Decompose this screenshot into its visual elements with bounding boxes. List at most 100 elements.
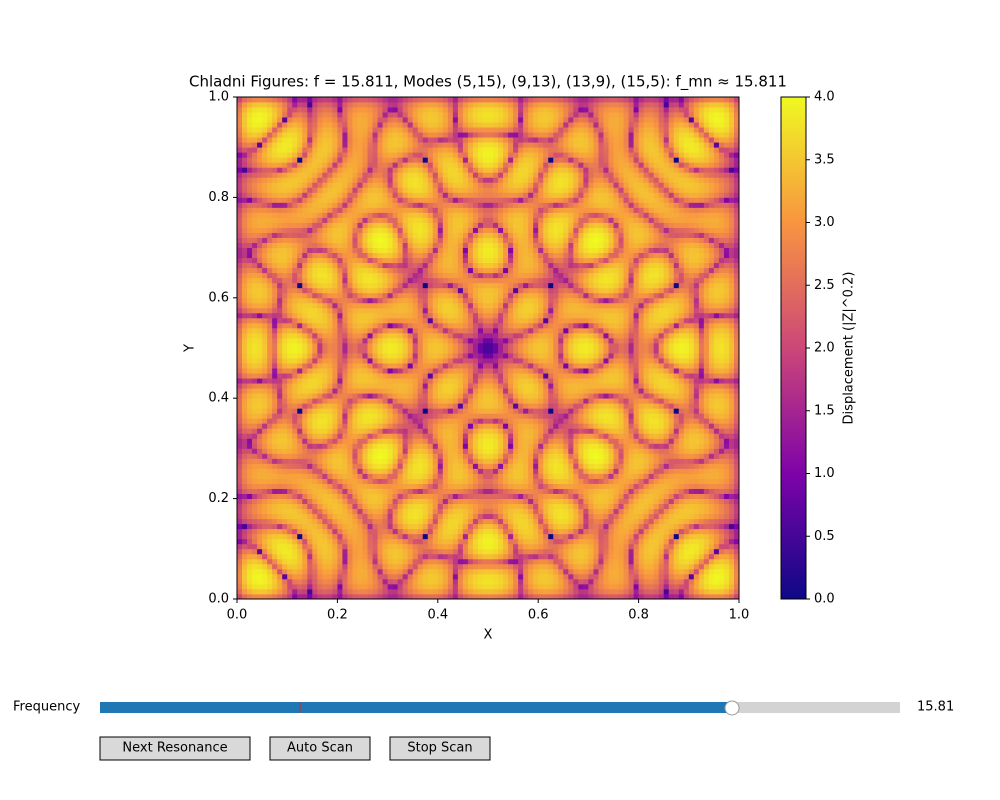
heatmap-cell (287, 563, 293, 570)
heatmap-cell (262, 378, 268, 384)
heatmap-cell (643, 583, 650, 590)
heatmap-cell (568, 498, 574, 505)
heatmap-cell (608, 443, 614, 449)
heatmap-cell (307, 443, 313, 449)
heatmap-cell (417, 568, 424, 575)
heatmap-cell (397, 443, 404, 449)
heatmap-cell (663, 573, 670, 580)
heatmap-cell (392, 358, 399, 364)
heatmap-cell (462, 593, 469, 600)
heatmap-cell (352, 418, 358, 424)
heatmap-cell (247, 538, 253, 545)
heatmap-cell (583, 398, 589, 404)
heatmap-cell (513, 503, 519, 510)
heatmap-cell (683, 588, 690, 595)
heatmap-cell (583, 413, 589, 419)
heatmap-cell (633, 388, 639, 394)
heatmap-cell (588, 368, 594, 374)
heatmap-cell (718, 493, 725, 499)
heatmap-cell (703, 448, 710, 454)
heatmap-cell (713, 378, 720, 384)
heatmap-cell (312, 383, 318, 389)
heatmap-cell (337, 538, 343, 545)
heatmap-cell (287, 573, 293, 580)
heatmap-cell (533, 383, 539, 389)
heatmap-cell (583, 533, 589, 540)
heatmap-cell (663, 563, 670, 570)
heatmap-cell (332, 358, 338, 364)
heatmap-cell (613, 358, 619, 364)
heatmap-cell (377, 428, 383, 434)
heatmap-cell (548, 358, 554, 364)
heatmap-cell (372, 583, 378, 590)
heatmap-cell (643, 498, 650, 505)
heatmap-cell (367, 568, 373, 575)
heatmap-cell (427, 583, 434, 590)
heatmap-cell (628, 558, 634, 565)
heatmap-cell (242, 563, 248, 570)
heatmap-cell (337, 428, 343, 434)
heatmap-cell (668, 583, 675, 590)
heatmap-cell (558, 363, 564, 369)
heatmap-cell (548, 488, 554, 494)
heatmap-cell (277, 498, 283, 505)
heatmap-cell (703, 388, 710, 394)
heatmap-cell (648, 383, 655, 389)
heatmap-cell (432, 588, 439, 595)
heatmap-cell (482, 358, 489, 364)
heatmap-cell (422, 498, 429, 505)
heatmap-cell (723, 553, 730, 560)
heatmap-cell (362, 443, 368, 449)
heatmap-cell (312, 348, 318, 354)
heatmap-cell (367, 593, 373, 600)
heatmap-cell (543, 513, 549, 520)
heatmap-cell (723, 378, 730, 384)
heatmap-cell (377, 588, 383, 595)
heatmap-cell (347, 348, 353, 354)
heatmap-cell (282, 393, 288, 399)
heatmap-cell (427, 578, 434, 585)
heatmap-cell (237, 498, 243, 505)
heatmap-cell (307, 403, 313, 409)
heatmap-cell (668, 573, 675, 580)
heatmap-cell (277, 533, 283, 540)
heatmap-cell (282, 578, 288, 585)
heatmap-cell (578, 583, 584, 590)
heatmap-cell (548, 438, 554, 444)
heatmap-cell (523, 523, 529, 530)
heatmap-cell (467, 483, 474, 489)
heatmap-cell (332, 593, 338, 600)
heatmap-cell (643, 578, 650, 585)
heatmap-cell (307, 438, 313, 444)
heatmap-cell (608, 368, 614, 374)
heatmap-cell (533, 408, 539, 414)
heatmap-cell (397, 548, 404, 555)
heatmap-cell (718, 513, 725, 520)
heatmap-cell (252, 378, 258, 384)
heatmap-cell (568, 493, 574, 499)
heatmap-cell (513, 563, 519, 570)
heatmap-cell (553, 423, 559, 429)
heatmap-cell (583, 508, 589, 515)
heatmap-cell (327, 373, 333, 379)
heatmap-cell (613, 453, 619, 459)
heatmap-cell (508, 453, 514, 459)
heatmap-cell (643, 413, 650, 419)
heatmap-cell (237, 548, 243, 555)
heatmap-cell (578, 348, 584, 354)
heatmap-cell (262, 548, 268, 555)
heatmap-cell (417, 353, 424, 359)
heatmap-cell (272, 518, 278, 525)
heatmap-cell (508, 458, 514, 464)
heatmap-cell (623, 403, 629, 409)
heatmap-cell (352, 593, 358, 600)
heatmap-cell (307, 508, 313, 515)
heatmap-cell (708, 558, 715, 565)
heatmap-cell (528, 578, 534, 585)
heatmap-cell (252, 368, 258, 374)
heatmap-cell (442, 413, 449, 419)
heatmap-cell (282, 563, 288, 570)
heatmap-cell (698, 488, 705, 494)
heatmap-cell (658, 448, 665, 454)
heatmap-cell (683, 353, 690, 359)
